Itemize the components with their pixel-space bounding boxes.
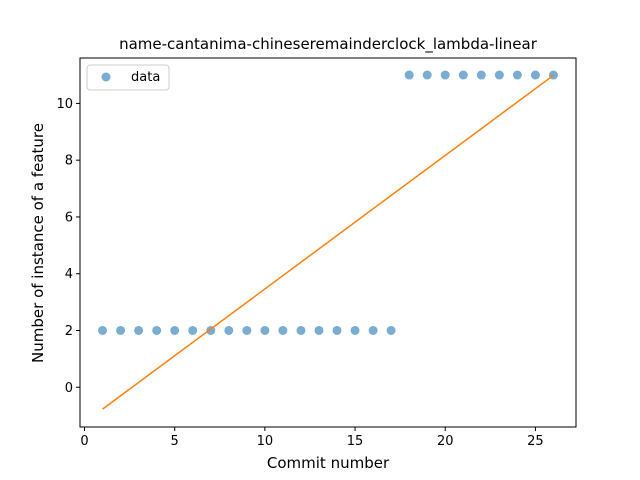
x-tick-label: 20 [437,434,454,449]
data-point [476,70,486,80]
y-tick-label: 2 [65,324,73,339]
data-point [386,325,396,335]
data-point [422,70,432,80]
data-point [332,325,342,335]
x-tick-label: 0 [80,434,88,449]
data-point [260,325,270,335]
data-point [512,70,522,80]
data-point [296,325,306,335]
data-point [494,70,504,80]
data-point [170,325,180,335]
data-point [98,325,108,335]
plot-frame [79,57,577,428]
data-point [152,325,162,335]
data-point [368,325,378,335]
legend-box [86,64,170,91]
data-point [530,70,540,80]
plot-marks [98,70,558,410]
legend-marker [101,72,111,82]
y-axis: 0 2 4 6 8 10 [56,97,80,396]
x-axis-title: Commit number [267,454,390,472]
x-axis: 0 5 10 15 20 25 [80,427,544,449]
data-point [458,70,468,80]
data-point [314,325,324,335]
chart-title: name-cantanima-chineseremainderclock_lam… [119,35,538,54]
data-point [224,325,234,335]
y-axis-title: Number of instance of a feature [29,123,47,363]
data-point [134,325,144,335]
fit-line [102,74,554,410]
x-tick-label: 5 [171,434,179,449]
data-point [440,70,450,80]
x-tick-label: 25 [527,434,544,449]
data-point [188,325,198,335]
legend: data [86,64,170,91]
data-point [350,325,360,335]
data-point [278,325,288,335]
legend-label-data: data [131,70,160,85]
y-tick-label: 8 [65,154,73,169]
x-tick-label: 15 [347,434,364,449]
y-tick-label: 10 [56,97,73,112]
y-tick-label: 6 [65,210,73,225]
data-point [404,70,414,80]
data-point [242,325,252,335]
y-tick-label: 4 [65,267,73,282]
y-tick-label: 0 [65,381,73,396]
data-point [116,325,126,335]
x-tick-label: 10 [257,434,274,449]
